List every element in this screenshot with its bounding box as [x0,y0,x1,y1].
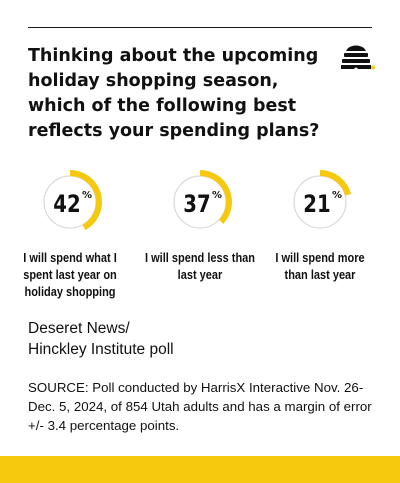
donut-caption: I will spend what I spent last year on h… [23,251,117,299]
headline: Thinking about the upcoming holiday shop… [28,46,320,141]
donut-unit-label: % [332,190,342,201]
donut-svg: 37% [173,170,232,229]
credit: Deseret News/ Hinckley Institute poll [28,318,328,360]
donut-chart-1: 37% I will spend less than last year [135,162,265,284]
donut-chart-2: 21% I will spend more than last year [255,162,385,284]
source-note: SOURCE: Poll conducted by HarrisX Intera… [28,380,372,433]
donut-value-label: 42 [53,191,80,218]
bottom-accent-bar [0,456,400,483]
donut-caption: I will spend less than last year [144,251,256,282]
donut-value-arc [320,170,351,196]
beehive-icon [341,45,375,70]
donut-value-label: 21 [303,191,330,218]
donut-charts: 42% I will spend what I spent last year … [0,162,400,302]
donut-value-arc [70,170,103,231]
credit-line-1: Deseret News/ [28,320,130,337]
donut-unit-label: % [82,190,92,201]
donut-svg: 42% [43,170,103,231]
top-rule [28,27,372,28]
donut-chart-0: 42% I will spend what I spent last year … [5,162,135,301]
donut-value-arc [200,170,232,224]
donut-caption: I will spend more than last year [275,251,365,282]
credit-line-2: Hinckley Institute poll [28,341,174,358]
donut-unit-label: % [212,190,222,201]
donut-value-label: 37 [183,191,210,218]
donut-svg: 21% [293,170,351,229]
